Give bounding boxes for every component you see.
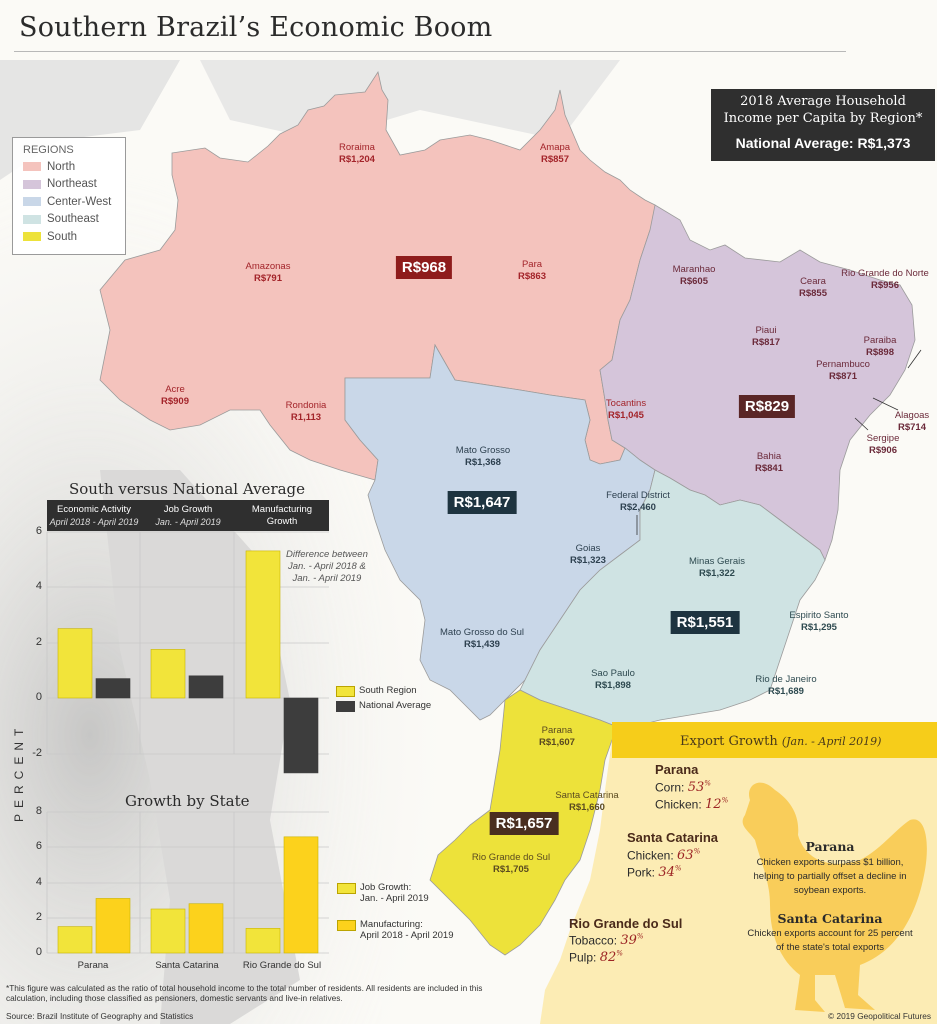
chart2-ytick: 2: [35, 911, 42, 923]
swatch-south: [23, 232, 41, 242]
chart2-ytick: 8: [35, 805, 42, 817]
badge-north: R$968: [395, 256, 453, 279]
state-label-roraima: Roraima R$1,204: [339, 142, 375, 165]
swatch-northeast: [23, 179, 41, 189]
state-label-ceara: Ceara R$855: [799, 276, 827, 299]
regions-legend: REGIONS North Northeast Center-West Sout…: [12, 137, 126, 255]
chart2-xcat-parana: Parana: [77, 960, 109, 971]
copyright: © 2019 Geopolitical Futures: [828, 1011, 931, 1021]
state-label-espirito-santo: Espirito Santo R$1,295: [789, 610, 849, 633]
legend-national-average: National Average: [336, 700, 431, 712]
legend-manufacturing: Manufacturing: April 2018 - April 2019: [337, 919, 453, 941]
region-southeast: [519, 469, 826, 729]
export-item: Pork: 34%: [627, 865, 682, 881]
badge-center-west: R$1,647: [447, 491, 517, 514]
chart1-ytick: 0: [35, 691, 42, 703]
chart2-title: Growth by State: [125, 792, 250, 810]
state-label-maranhao: Maranhao R$605: [672, 264, 716, 287]
swatch-center-west: [23, 197, 41, 207]
legend-item-center-west: Center-West: [23, 193, 125, 211]
state-label-sao-paulo: Sao Paulo R$1,898: [591, 668, 635, 691]
chart2-ytick: 0: [35, 946, 42, 958]
legend-item-south: South: [23, 228, 125, 246]
state-label-rio-de-janeiro: Rio de Janeiro R$1,689: [755, 674, 817, 697]
chart1-ytick: 4: [35, 580, 42, 592]
state-label-bahia: Bahia R$841: [755, 451, 783, 474]
export-item: Chicken: 63%: [627, 848, 701, 864]
state-label-goias: Goias R$1,323: [570, 543, 606, 566]
state-label-acre: Acre R$909: [161, 384, 189, 407]
page-title: Southern Brazil’s Economic Boom: [19, 12, 493, 43]
fact-text-santa-catarina: Chicken exports account for 25 percent o…: [747, 928, 913, 953]
header-economic-activity: Economic Activity April 2018 - April 2019: [49, 504, 139, 527]
fact-heading-parana: Parana: [805, 839, 855, 854]
state-label-mato-grosso: Mato Grosso R$1,368: [455, 445, 511, 468]
fact-text-parana: Chicken exports surpass $1 billion, help…: [753, 857, 907, 896]
state-label-piaui: Piaui R$817: [752, 325, 780, 348]
export-item: Corn: 53%: [655, 780, 711, 796]
legend-item-north: North: [23, 158, 125, 176]
state-label-paraiba: Paraiba R$898: [863, 335, 897, 358]
footnote: *This figure was calculated as the ratio…: [6, 983, 483, 1003]
chicken-illustration: [742, 782, 927, 1012]
state-label-amazonas: Amazonas R$791: [245, 261, 291, 284]
state-label-alagoas: Alagoas R$714: [894, 410, 930, 433]
badge-northeast: R$829: [738, 395, 796, 418]
export-item: Tobacco: 39%: [569, 933, 644, 949]
state-label-rio-grande-do-norte: Rio Grande do Norte R$956: [841, 268, 929, 291]
chart2-xcat-santa-catarina: Santa Catarina: [155, 960, 219, 971]
badge-south: R$1,657: [489, 812, 559, 835]
national-average: National Average: R$1,373: [735, 135, 911, 151]
export-item: Pulp: 82%: [569, 950, 623, 966]
source-credit: Source: Brazil Institute of Geography an…: [6, 1011, 194, 1021]
state-label-rondonia: Rondonia R1,113: [285, 400, 327, 423]
info-title-line2: Income per Capita by Region*: [723, 111, 923, 126]
header-manufacturing: Manufacturing Growth: [251, 504, 313, 527]
state-label-para: Para R$863: [518, 259, 546, 282]
chart1-category-header: Economic Activity April 2018 - April 2019…: [47, 500, 329, 531]
chart2-ytick: 4: [35, 876, 42, 888]
chart1-ytick: -2: [32, 747, 42, 759]
state-label-sergipe: Sergipe R$906: [866, 433, 900, 456]
export-state-rio-grande-do-sul: Rio Grande do Sul: [569, 916, 683, 931]
legend-heading: REGIONS: [23, 144, 74, 156]
swatch-north: [23, 162, 41, 172]
chart2-xcat-rio-grande-do-sul: Rio Grande do Sul: [242, 960, 322, 971]
legend-item-southeast: Southeast: [23, 211, 125, 229]
export-item: Chicken: 12%: [655, 797, 729, 813]
legend-south-region: South Region: [336, 685, 417, 697]
income-info-box: 2018 Average Household Income per Capita…: [711, 89, 935, 161]
state-label-parana: Parana R$1,607: [539, 725, 575, 748]
export-state-parana: Parana: [655, 762, 699, 777]
state-label-federal-district: Federal District R$2,460: [606, 490, 670, 513]
title-divider: [14, 51, 846, 52]
swatch-southeast: [23, 214, 41, 224]
chart2-ytick: 6: [35, 840, 42, 852]
state-label-santa-catarina: Santa Catarina R$1,660: [555, 790, 619, 813]
state-label-tocantins: Tocantins R$1,045: [605, 398, 647, 421]
state-label-mato-grosso-do-sul: Mato Grosso do Sul R$1,439: [440, 627, 524, 650]
manufacturing-note: Difference between Jan. - April 2018 & Jan…: [286, 549, 368, 584]
state-label-rio-grande-do-sul: Rio Grande do Sul R$1,705: [471, 852, 551, 875]
badge-southeast: R$1,551: [670, 611, 740, 634]
export-state-santa-catarina: Santa Catarina: [627, 830, 719, 845]
chart1-ytick: 2: [35, 636, 42, 648]
export-growth-title: Export Growth (Jan. - April 2019): [680, 734, 882, 749]
export-growth-banner: [612, 722, 937, 758]
state-label-pernambuco: Pernambuco R$871: [816, 359, 870, 382]
chart1-ytick: 6: [35, 525, 42, 537]
info-title-line1: 2018 Average Household: [740, 94, 906, 109]
fact-heading-santa-catarina: Santa Catarina: [777, 911, 883, 926]
legend-item-northeast: Northeast: [23, 176, 125, 194]
state-label-minas-gerais: Minas Gerais R$1,322: [689, 556, 745, 579]
header-job-growth: Job Growth Jan. - April 2019: [155, 504, 221, 527]
legend-job-growth: Job Growth: Jan. - April 2019: [337, 882, 429, 904]
state-label-amapa: Amapa R$857: [539, 142, 571, 165]
chart1-title: South versus National Average: [69, 480, 306, 498]
